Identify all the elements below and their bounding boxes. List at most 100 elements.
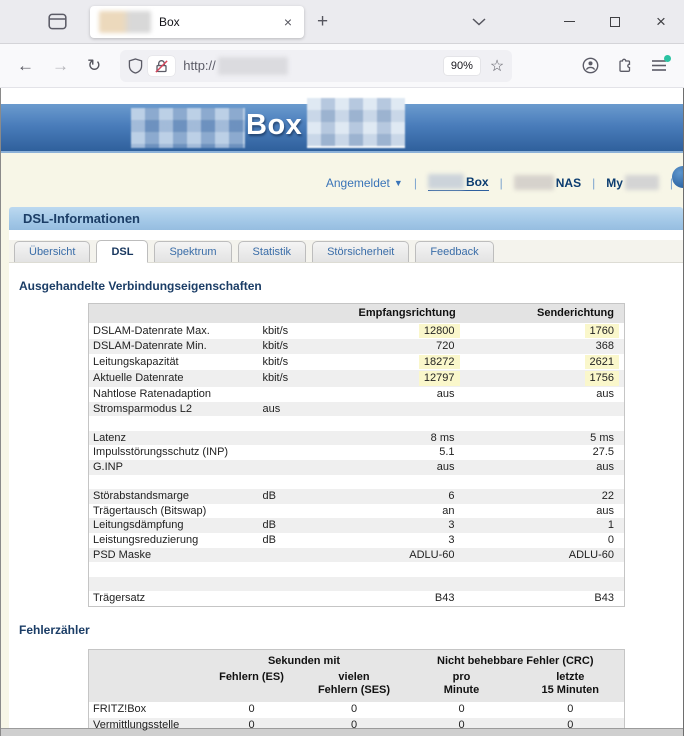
bookmark-star-icon[interactable]: ☆ [489,57,505,75]
table-row: Störabstandsmarge dB 6 22 [88,489,625,504]
group-header-row: Sekunden mit Nicht behebbare Fehler (CRC… [88,649,625,670]
logo-text: Box [246,109,303,141]
tab-spektrum[interactable]: Spektrum [154,241,232,262]
censored-text [624,175,659,190]
table-row-blank [89,475,625,490]
tracking-protection-shield-icon[interactable] [128,57,143,74]
page-top-margin [1,88,683,104]
table-row-blank [89,416,625,431]
tab-title: Box [159,14,180,29]
puzzle-piece-icon [619,58,631,72]
section-heading-errors: Fehlerzähler [19,622,90,637]
nav-separator: | [499,175,503,190]
tab-feedback[interactable]: Feedback [415,241,494,262]
nav-separator: | [592,175,596,190]
list-tabs-chevron-icon[interactable] [472,13,486,31]
table-row: Impulsstörungsschutz (INP) 5.1 27.5 [93,446,614,459]
fritzbox-banner: Box [1,98,683,153]
firefox-view-icon [47,13,67,30]
lock-slash-icon [155,59,168,73]
window-close-button[interactable]: × [638,6,684,38]
close-icon: × [656,11,666,31]
account-button[interactable] [582,57,599,74]
table-row: DSLAM-Datenrate Max. kbit/s 12800 1760 [89,323,625,340]
nav-link-label: NAS [555,175,582,190]
logged-in-menu[interactable]: Angemeldet ▼ [326,176,403,190]
column-header-tx: Senderichtung [464,303,625,323]
tab-uebersicht[interactable]: Übersicht [14,241,91,262]
help-icon[interactable] [672,166,683,188]
sub-header-row: Fehlern (ES) vielen Fehlern (SES) pro Minu… [88,669,625,702]
section-heading-connection: Ausgehandelte Verbindungseigenschaften [19,279,262,293]
table-row-blank [89,562,625,577]
tab-statistik[interactable]: Statistik [237,241,307,262]
nav-link-box[interactable]: Box [427,174,489,191]
table-row: G.INP aus aus [88,459,625,475]
active-browser-tab[interactable]: Box × [90,5,304,38]
logged-in-label: Angemeldet [325,175,390,190]
nav-separator: | [669,175,673,190]
browser-toolbar: ← → ↻ http:// 90% ☆ [0,44,684,88]
window-bottom-edge [1,728,683,736]
url-scheme-text: http:// [183,58,216,73]
group-header-crc: Nicht behebbare Fehler (CRC) [406,649,625,670]
table-row: Trägertausch (Bitswap) an aus [93,504,614,517]
nav-link-label: Box [465,174,489,189]
maximize-icon [610,16,620,27]
logo-blurred-right [307,98,405,148]
table-row: Nahtlose Ratenadaption aus aus [93,387,614,400]
table-row-blank [88,576,625,592]
back-button[interactable]: ← [17,56,34,75]
logo-blurred-left [131,108,245,148]
page-viewport: Box Angemeldet ▼ | Box | NAS | [0,88,684,736]
nav-link-nas[interactable]: NAS [513,175,582,190]
reload-button[interactable]: ↻ [87,56,102,75]
dsl-tab-strip: Übersicht DSL Spektrum Statistik Störsic… [9,240,683,263]
hamburger-menu-icon [652,60,666,71]
nav-separator: | [413,175,417,190]
table-row: Leitungsdämpfung dB 3 1 [88,518,625,533]
tab-dsl[interactable]: DSL [96,240,149,263]
tab-close-icon[interactable]: × [283,13,292,30]
tab-stoersicherheit[interactable]: Störsicherheit [312,241,410,262]
censored-text [427,174,464,189]
table-row: Stromsparmodus L2 aus [88,401,625,417]
table-row: Trägersatz B43 B43 [93,592,614,605]
table-header-row: Empfangsrichtung Senderichtung [88,303,625,323]
url-bar[interactable]: http:// 90% ☆ [120,49,513,82]
table-row: Aktuelle Datenrate kbit/s 12797 1756 [88,370,625,387]
table-row: DSLAM-Datenrate Min. kbit/s 720 368 [88,339,625,354]
firefox-view-button[interactable] [44,13,70,30]
content-panel: DSL-Informationen Übersicht DSL Spektrum… [9,207,683,735]
url-host-blurred [217,56,288,75]
minimize-icon [563,21,575,22]
nav-link-label: My [606,175,623,190]
new-tab-button[interactable]: + [317,10,329,32]
chevron-down-icon: ▼ [393,177,403,188]
page-title: DSL-Informationen [9,207,683,230]
table-row: Leitungskapazität kbit/s 18272 2621 [89,354,625,371]
window-maximize-button[interactable] [592,6,638,38]
update-notification-dot [664,55,671,62]
group-header-seconds: Sekunden mit [201,649,407,670]
extensions-button[interactable] [617,58,633,74]
table-row: Latenz 8 ms 5 ms [88,430,625,446]
app-menu-button[interactable] [651,55,671,73]
connection-properties-table: Empfangsrichtung Senderichtung DSLAM-Dat… [88,303,625,607]
zoom-level-badge[interactable]: 90% [443,56,480,75]
table-row: Leistungsreduzierung dB 3 0 [93,533,614,546]
browser-tab-bar: Box × + × [0,0,684,44]
censored-text [513,175,554,190]
account-icon [582,57,599,74]
forward-button[interactable]: → [52,56,69,75]
window-minimize-button[interactable] [546,6,592,38]
nav-link-myfritz[interactable]: My [606,175,659,190]
favicon-blurred [99,10,151,33]
column-header-rx: Empfangsrichtung [354,303,465,323]
insecure-connection-chip[interactable] [148,55,176,76]
table-row: FRITZ!Box 0 0 0 0 [93,703,574,716]
account-nav-strip: Angemeldet ▼ | Box | NAS | My | [1,153,683,207]
table-row: PSD Maske ADLU-60 ADLU-60 [88,547,625,563]
error-counter-table: Sekunden mit Nicht behebbare Fehler (CRC… [88,648,625,735]
